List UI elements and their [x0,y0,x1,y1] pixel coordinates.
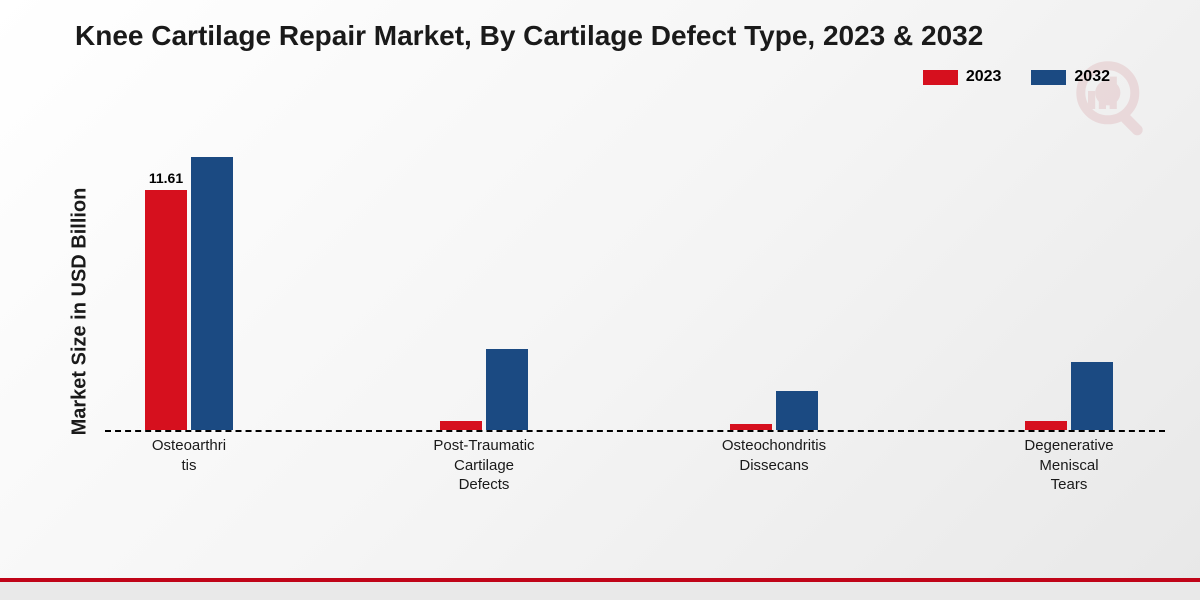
chart-title: Knee Cartilage Repair Market, By Cartila… [75,20,983,52]
bar-2032 [776,391,818,430]
bar-value-label: 11.61 [136,170,196,186]
baseline [105,430,1165,432]
y-axis-label: Market Size in USD Billion [69,172,92,452]
legend-item-2023: 2023 [923,68,1002,86]
legend-swatch [923,70,958,85]
category-label: OsteochondritisDissecans [709,436,839,475]
category-label: Post-TraumaticCartilageDefects [419,436,549,495]
bar-group [1025,362,1113,430]
footer-bar [0,582,1200,600]
chart-area: 11.61OsteoarthritisPost-TraumaticCartila… [105,120,1165,470]
bar-group [440,349,528,430]
bar-2023 [730,424,772,430]
bar-2023 [145,190,187,430]
category-label: DegenerativeMeniscalTears [1004,436,1134,495]
legend-label: 2023 [966,68,1002,86]
legend-label: 2032 [1074,68,1110,86]
legend: 2023 2032 [923,68,1110,86]
legend-item-2032: 2032 [1031,68,1110,86]
legend-swatch [1031,70,1066,85]
bar-2023 [1025,421,1067,430]
bar-2032 [191,157,233,430]
bar-2032 [486,349,528,430]
bar-2032 [1071,362,1113,430]
bar-group [730,391,818,430]
bar-2023 [440,421,482,430]
category-label: Osteoarthritis [124,436,254,475]
bar-group [145,157,233,430]
